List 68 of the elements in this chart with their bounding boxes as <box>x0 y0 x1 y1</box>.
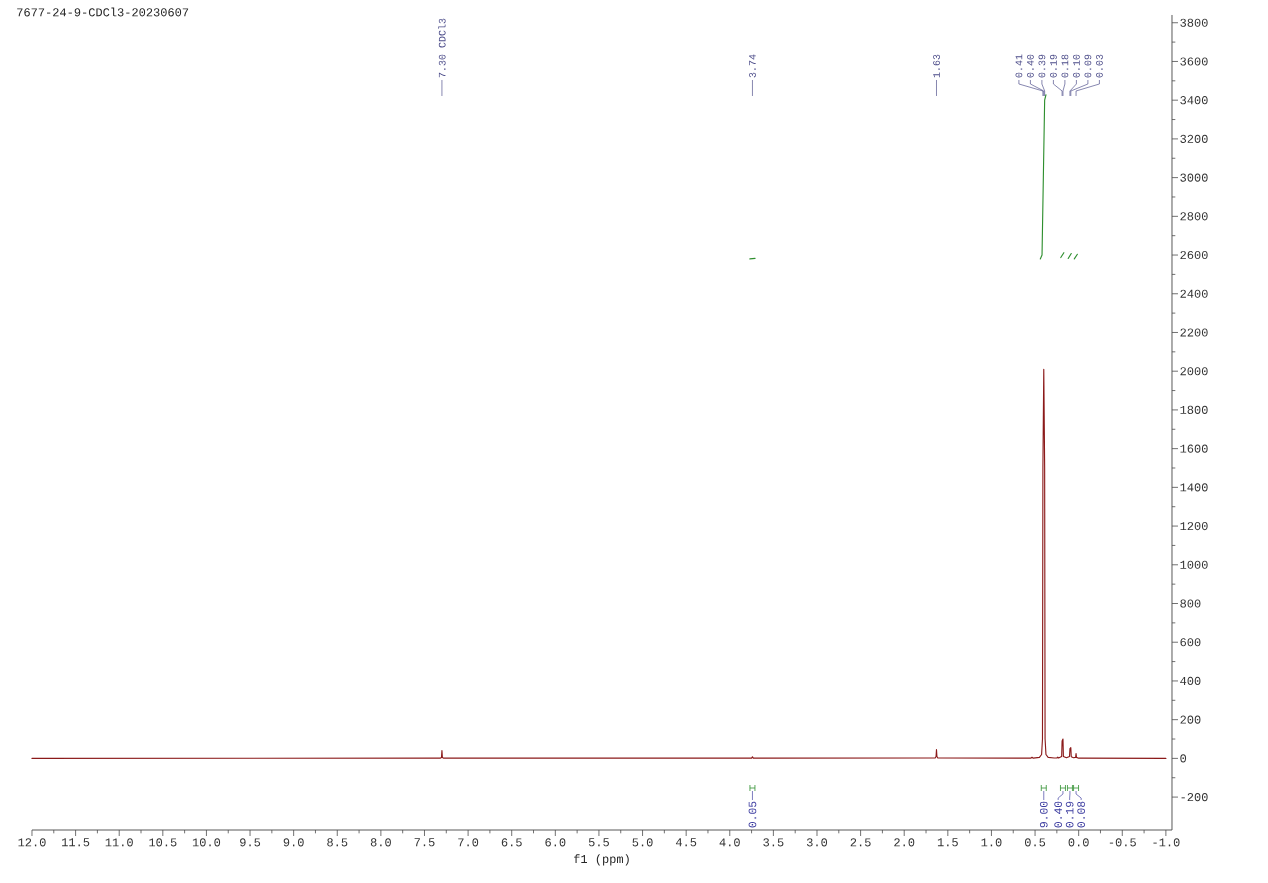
x-tick-label: 10.5 <box>149 838 177 847</box>
annotation: 0.40 <box>1054 801 1062 828</box>
y-tick-label: 3200 <box>1180 134 1208 143</box>
y-tick-label: 1000 <box>1180 560 1208 569</box>
y-tick-label: 3000 <box>1180 173 1208 182</box>
x-tick-label: 12.0 <box>18 838 46 847</box>
x-tick-label: 8.5 <box>327 838 348 847</box>
x-tick-label: 4.5 <box>675 838 697 847</box>
y-tick-label: 1200 <box>1180 522 1208 531</box>
x-tick-label: 1.0 <box>981 838 1002 847</box>
x-tick-label: 0.5 <box>1024 838 1046 847</box>
y-tick-label: 2400 <box>1180 289 1208 298</box>
y-tick-label: 2200 <box>1180 328 1208 337</box>
y-tick-label: 3800 <box>1180 18 1208 27</box>
y-tick-label: 1400 <box>1180 483 1208 492</box>
x-tick-label: -1.0 <box>1153 838 1180 847</box>
annotation: 3.74 <box>749 54 756 78</box>
x-tick-label: 1.5 <box>937 838 958 847</box>
x-tick-label: 2.5 <box>850 838 871 847</box>
x-tick-label: 5.0 <box>632 838 653 847</box>
y-tick-label: 600 <box>1180 638 1201 647</box>
y-tick-label: 1800 <box>1180 405 1208 414</box>
annotation: 0.09 <box>1084 54 1092 78</box>
x-tick-label: 3.5 <box>763 838 784 847</box>
annotation: 0.08 <box>1077 801 1085 828</box>
annotation: 0.03 <box>1096 54 1103 78</box>
x-tick-label: 7.0 <box>458 838 479 847</box>
annotation: 0.18 <box>1061 54 1069 78</box>
x-tick-label: -0.5 <box>1109 838 1136 847</box>
annotation: 0.05 <box>748 801 757 828</box>
x-tick-label: 11.0 <box>105 838 133 847</box>
y-tick-label: -200 <box>1181 793 1208 802</box>
y-tick-label: 1600 <box>1180 444 1208 453</box>
x-tick-label: 3.0 <box>806 838 828 847</box>
annotation: 1.63 <box>933 54 940 78</box>
y-tick-label: 200 <box>1180 715 1201 724</box>
y-tick-label: 0 <box>1180 754 1187 763</box>
annotation: 0.39 <box>1038 54 1046 78</box>
x-tick-label: 11.5 <box>62 838 90 847</box>
annotation: 0.10 <box>1073 54 1080 78</box>
x-tick-label: 6.0 <box>545 838 566 847</box>
y-tick-label: 2000 <box>1180 367 1208 376</box>
x-tick-label: 5.5 <box>588 838 609 847</box>
x-tick-label: 2.0 <box>894 838 915 847</box>
y-tick-label: 3400 <box>1180 96 1208 105</box>
y-tick-label: 800 <box>1180 599 1201 608</box>
x-tick-label: 10.0 <box>192 838 221 847</box>
annotation: 0.41 <box>1015 54 1023 78</box>
x-tick-label: 4.0 <box>719 838 740 847</box>
annotation: 0.19 <box>1065 801 1074 828</box>
annotation: 7.30 CDCl3 <box>438 18 446 78</box>
y-tick-label: 2800 <box>1180 212 1208 221</box>
y-tick-label: 3600 <box>1180 57 1208 66</box>
annotation: 9.00 <box>1039 801 1048 828</box>
x-tick-label: 0.0 <box>1068 838 1089 847</box>
line-series <box>1039 94 1047 260</box>
x-tick-label: 7.5 <box>414 838 435 847</box>
chart-title: 7677-24-9-CDCl3-20230607 <box>17 7 189 17</box>
line-series <box>31 368 1167 759</box>
x-axis-title: f1 (ppm) <box>574 854 629 866</box>
x-tick-label: 8.0 <box>370 838 391 847</box>
annotation: 0.19 <box>1050 54 1057 78</box>
x-tick-label: 6.5 <box>501 838 522 847</box>
x-tick-label: 9.0 <box>283 838 304 847</box>
y-tick-label: 400 <box>1180 676 1201 686</box>
annotation: 0.40 <box>1027 54 1034 78</box>
x-tick-label: 9.5 <box>240 838 261 847</box>
y-tick-label: 2600 <box>1180 250 1208 260</box>
